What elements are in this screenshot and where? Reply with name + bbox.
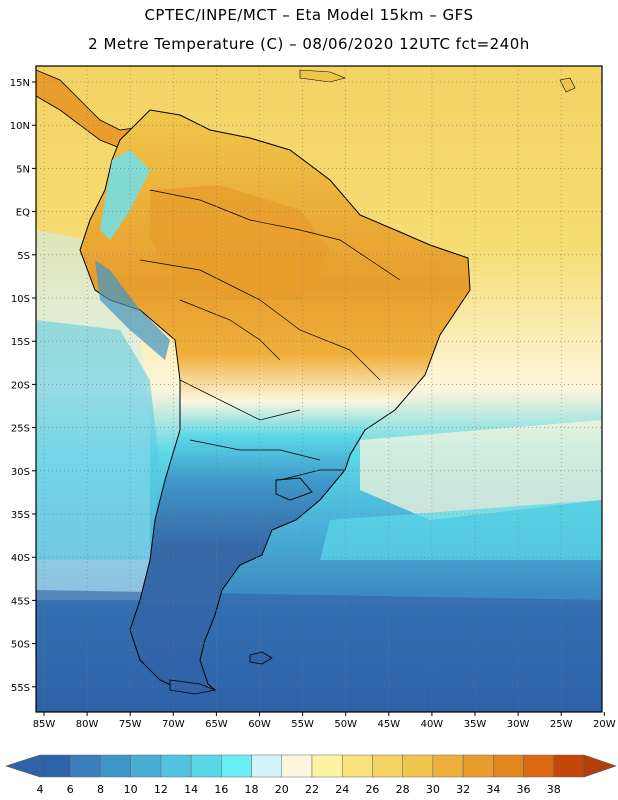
lon-label: 60W bbox=[248, 719, 271, 730]
colorbar-swatch bbox=[493, 754, 524, 778]
chart-title-line1: CPTEC/INPE/MCT – Eta Model 15km – GFS bbox=[144, 6, 474, 24]
colorbar-swatch bbox=[281, 754, 313, 778]
colorbar-label: 6 bbox=[67, 783, 74, 796]
colorbar-low-arrow bbox=[5, 754, 41, 778]
colorbar-swatch bbox=[523, 754, 555, 778]
map-frame bbox=[35, 65, 603, 713]
colorbar-label: 4 bbox=[37, 783, 44, 796]
falkland-islands bbox=[249, 651, 273, 665]
axis-ticks: 15N 10N 5N EQ 5S 10S 15S 20S 25S 30S 35S 40S 45S 50S 5… bbox=[10, 78, 616, 730]
lon-label: 40W bbox=[421, 719, 444, 730]
lon-label: 25W bbox=[550, 719, 573, 730]
lon-label: 55W bbox=[291, 719, 314, 730]
lon-label: 65W bbox=[205, 719, 228, 730]
country-borders bbox=[139, 189, 401, 481]
colorbar-label: 28 bbox=[396, 783, 410, 796]
colorbar-swatch bbox=[221, 754, 252, 778]
colorbar-label: 20 bbox=[275, 783, 289, 796]
lon-label: 85W bbox=[33, 719, 56, 730]
chart-title-line2: 2 Metre Temperature (C) – 08/06/2020 12U… bbox=[88, 35, 530, 53]
colorbar-swatch bbox=[190, 754, 222, 778]
lat-label: 25S bbox=[11, 424, 30, 435]
colorbar-swatch bbox=[39, 754, 71, 778]
lat-label: 45S bbox=[11, 596, 30, 607]
colorbar-swatch bbox=[160, 754, 192, 778]
lat-label: EQ bbox=[16, 208, 30, 219]
colorbar-label: 24 bbox=[335, 783, 349, 796]
lon-label: 70W bbox=[162, 719, 185, 730]
colorbar-label: 8 bbox=[97, 783, 104, 796]
colorbar-swatch bbox=[341, 754, 373, 778]
lat-label: 40S bbox=[11, 553, 30, 564]
lat-label: 5S bbox=[17, 251, 30, 262]
colorbar-swatch bbox=[100, 754, 131, 778]
colorbar-label: 32 bbox=[456, 783, 470, 796]
colorbar-swatch bbox=[69, 754, 101, 778]
colorbar-swatch bbox=[372, 754, 403, 778]
colorbar-swatch bbox=[462, 754, 494, 778]
colorbar-label: 34 bbox=[486, 783, 500, 796]
colorbar-label: 36 bbox=[517, 783, 531, 796]
colorbar-label: 30 bbox=[426, 783, 440, 796]
lon-label: 30W bbox=[507, 719, 530, 730]
colorbar-swatch bbox=[402, 754, 434, 778]
colorbar-label: 10 bbox=[124, 783, 138, 796]
lat-label: 15N bbox=[10, 78, 30, 89]
lon-label: 80W bbox=[76, 719, 99, 730]
lat-label: 55S bbox=[11, 683, 30, 694]
lat-label: 10S bbox=[11, 294, 30, 305]
lat-label: 35S bbox=[11, 510, 30, 521]
lat-label: 50S bbox=[11, 640, 30, 651]
colorbar-high-arrow bbox=[583, 754, 617, 778]
lon-label: 35W bbox=[464, 719, 487, 730]
colorbar-label: 12 bbox=[154, 783, 168, 796]
lat-label: 20S bbox=[11, 380, 30, 391]
temperature-map: 15N 10N 5N EQ 5S 10S 15S 20S 25S 30S 35S 40S 45S 50S 5… bbox=[10, 65, 616, 730]
lat-label: 5N bbox=[16, 164, 30, 175]
colorbar-swatch bbox=[553, 754, 585, 778]
lon-label: 75W bbox=[119, 719, 142, 730]
lon-label: 20W bbox=[593, 719, 616, 730]
colorbar-label: 22 bbox=[305, 783, 319, 796]
colorbar-swatch bbox=[251, 754, 283, 778]
lon-label: 50W bbox=[334, 719, 357, 730]
lat-label: 10N bbox=[10, 121, 30, 132]
colorbar-label: 18 bbox=[245, 783, 259, 796]
colorbar-swatch bbox=[130, 754, 162, 778]
lat-label: 30S bbox=[11, 467, 30, 478]
colorbar-label: 16 bbox=[214, 783, 228, 796]
colorbar-label: 26 bbox=[365, 783, 379, 796]
colorbar-swatch bbox=[311, 754, 343, 778]
lon-label: 45W bbox=[377, 719, 400, 730]
colorbar: 4 6 8 10 12 14 16 18 20 22 24 26 28 30 32 34 36 38 bbox=[5, 754, 617, 796]
colorbar-label: 14 bbox=[184, 783, 198, 796]
colorbar-swatch bbox=[432, 754, 464, 778]
lat-label: 15S bbox=[11, 337, 30, 348]
colorbar-label: 38 bbox=[547, 783, 561, 796]
